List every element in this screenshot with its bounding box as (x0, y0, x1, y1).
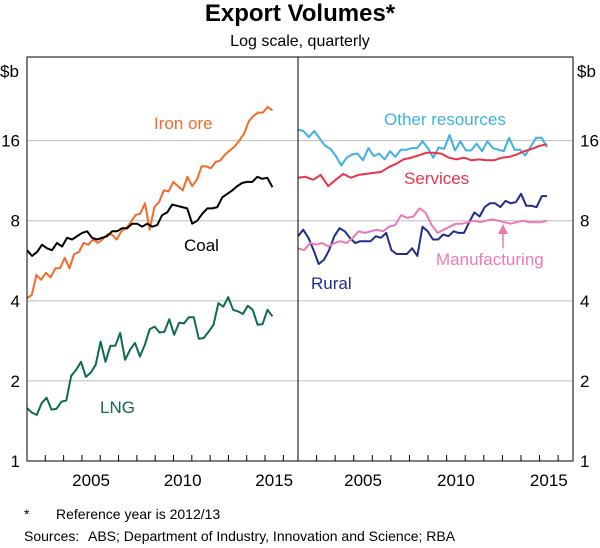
y-unit-label-left: $b (0, 62, 19, 81)
y-tick-label-right: 4 (580, 292, 589, 311)
manufacturing-arrow-head (498, 224, 508, 234)
series-line-services (297, 143, 548, 188)
x-tick-label: 2005 (72, 471, 110, 490)
x-tick-label: 2010 (437, 471, 475, 490)
series-line-manufacturing (297, 207, 548, 252)
footnote-marker: * (24, 506, 30, 522)
x-tick-label: 2015 (530, 471, 568, 490)
y-tick-label-left: 1 (11, 452, 20, 471)
plot-frame (26, 56, 574, 462)
series-line-other-resources (297, 128, 548, 167)
x-tick-label: 2015 (255, 471, 293, 490)
y-tick-label-right: 1 (580, 452, 589, 471)
sources: ABS; Department of Industry, Innovation … (88, 528, 456, 544)
series-line-lng (26, 296, 274, 416)
y-tick-label-left: 2 (11, 372, 20, 391)
y-tick-label-left: 4 (11, 292, 20, 311)
y-tick-label-right: 2 (580, 372, 589, 391)
x-tick-label: 2010 (164, 471, 202, 490)
y-tick-label-right: 8 (580, 212, 589, 231)
y-tick-label-right: 16 (580, 132, 599, 151)
series-line-iron-ore (26, 106, 273, 299)
x-tick-label: 2005 (344, 471, 382, 490)
footnote: Reference year is 2012/13 (56, 506, 221, 522)
y-tick-label-left: 16 (1, 132, 20, 151)
series-label-coal: Coal (184, 236, 219, 255)
sources-label: Sources: (24, 528, 80, 544)
series-label-services: Services (404, 169, 470, 188)
series-label-rural: Rural (311, 274, 352, 293)
series-label-lng: LNG (100, 398, 135, 417)
series-line-coal (26, 175, 274, 257)
chart-title: Export Volumes* (204, 0, 396, 27)
y-unit-label-right: $b (577, 62, 596, 81)
chart-subtitle: Log scale, quarterly (230, 33, 370, 50)
series-line-rural (297, 192, 547, 265)
y-tick-label-left: 8 (11, 212, 20, 231)
series-label-other-resources: Other resources (384, 110, 506, 129)
series-label-manufacturing: Manufacturing (436, 250, 544, 269)
series-label-iron-ore: Iron ore (154, 114, 213, 133)
